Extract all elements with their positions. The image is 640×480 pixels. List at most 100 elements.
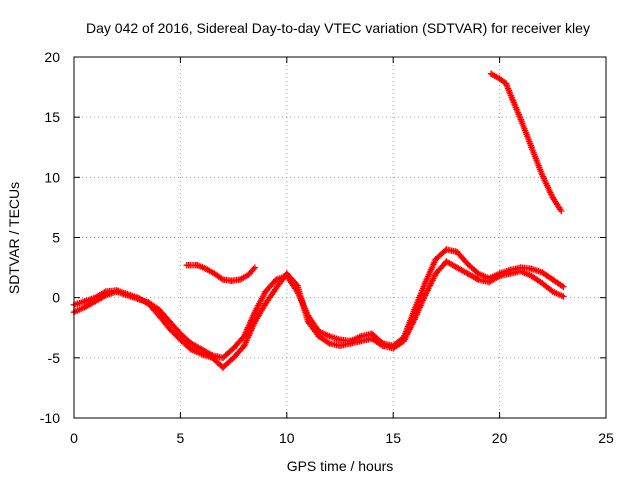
- series-main-track-a: [70, 246, 567, 361]
- data-point: [560, 293, 567, 300]
- x-tick-label: 10: [279, 430, 295, 446]
- data-point: [273, 276, 280, 283]
- data-point: [326, 333, 333, 340]
- data-point: [273, 284, 280, 292]
- data-point: [102, 288, 110, 295]
- data-point: [194, 262, 201, 269]
- data-point: [528, 272, 535, 280]
- data-point: [502, 80, 510, 87]
- data-point: [198, 351, 205, 358]
- data-point: [177, 336, 184, 343]
- data-point: [496, 75, 503, 82]
- data-point: [219, 354, 227, 361]
- data-point: [202, 265, 210, 272]
- data-point: [211, 270, 218, 277]
- x-tick-label: 5: [177, 430, 185, 446]
- data-point: [251, 264, 259, 271]
- data-point: [134, 294, 141, 301]
- data-point: [283, 270, 290, 277]
- data-point: [453, 248, 461, 256]
- data-point: [509, 95, 516, 103]
- data-point: [315, 333, 322, 340]
- track-marker: [250, 265, 257, 273]
- data-point: [230, 345, 237, 352]
- data-point: [336, 342, 344, 349]
- series-short-track: [183, 262, 259, 284]
- data-point: [183, 262, 190, 269]
- data-point: [539, 171, 546, 179]
- data-point: [539, 280, 546, 287]
- data-point: [411, 306, 418, 313]
- data-point: [145, 300, 152, 307]
- x-tick-label: 25: [598, 430, 614, 446]
- x-tick-label: 0: [70, 430, 78, 446]
- y-tick-label: 15: [44, 109, 60, 125]
- y-tick-label: 5: [52, 230, 60, 246]
- data-point: [155, 306, 163, 313]
- series-steep-track: [487, 70, 565, 215]
- data-point: [549, 194, 556, 201]
- data-point: [187, 346, 195, 353]
- data-point: [113, 287, 120, 294]
- data-point: [485, 278, 493, 286]
- data-point: [475, 276, 482, 283]
- data-point: [326, 340, 333, 347]
- x-tick-label: 15: [385, 430, 401, 446]
- data-point: [209, 354, 216, 361]
- data-point: [560, 283, 567, 290]
- data-point: [81, 298, 88, 305]
- grid-lines: [74, 57, 606, 418]
- data-series: [70, 70, 567, 371]
- series-main-track-b: [70, 258, 567, 371]
- data-point: [487, 70, 495, 77]
- data-point: [230, 354, 237, 361]
- y-tick-label: 10: [44, 169, 60, 185]
- data-point: [336, 336, 344, 343]
- data-point: [251, 318, 259, 325]
- y-tick-label: -10: [40, 410, 60, 426]
- data-point: [347, 340, 354, 347]
- data-point: [166, 325, 173, 333]
- data-point: [368, 335, 376, 342]
- data-point: [432, 270, 439, 277]
- axis-ticks: 0 5 10 15 20 25 -10 -5 0 5 10 15 20: [40, 49, 614, 446]
- y-axis-label: SDTVAR / TECUs: [6, 182, 22, 294]
- data-point: [453, 264, 461, 271]
- y-tick-label: 0: [52, 290, 60, 306]
- data-point: [228, 277, 235, 284]
- data-point: [262, 300, 269, 307]
- data-point: [219, 276, 227, 283]
- y-tick-label: 20: [44, 49, 60, 65]
- data-point: [251, 308, 259, 316]
- data-point: [294, 282, 301, 289]
- data-point: [262, 288, 269, 295]
- data-point: [528, 265, 535, 272]
- data-point: [236, 276, 244, 283]
- data-point: [475, 270, 482, 277]
- data-point: [464, 260, 471, 268]
- data-point: [92, 294, 99, 301]
- data-point: [517, 116, 525, 123]
- data-point: [187, 340, 195, 347]
- data-point: [379, 342, 386, 349]
- data-point: [155, 312, 163, 319]
- data-point: [241, 342, 248, 349]
- data-point: [443, 246, 450, 253]
- x-axis-label: GPS time / hours: [287, 458, 394, 474]
- data-point: [245, 271, 252, 278]
- data-point: [507, 270, 514, 277]
- data-point: [464, 270, 471, 277]
- data-point: [166, 318, 173, 325]
- data-point: [304, 318, 312, 325]
- data-point: [558, 207, 565, 215]
- data-point: [549, 276, 556, 283]
- data-point: [549, 288, 556, 295]
- y-tick-label: -5: [48, 350, 61, 366]
- data-point: [411, 316, 418, 323]
- plot-frame: [73, 56, 607, 419]
- data-point: [390, 345, 397, 352]
- data-point: [528, 144, 535, 151]
- data-point: [81, 304, 88, 311]
- data-point: [219, 364, 227, 371]
